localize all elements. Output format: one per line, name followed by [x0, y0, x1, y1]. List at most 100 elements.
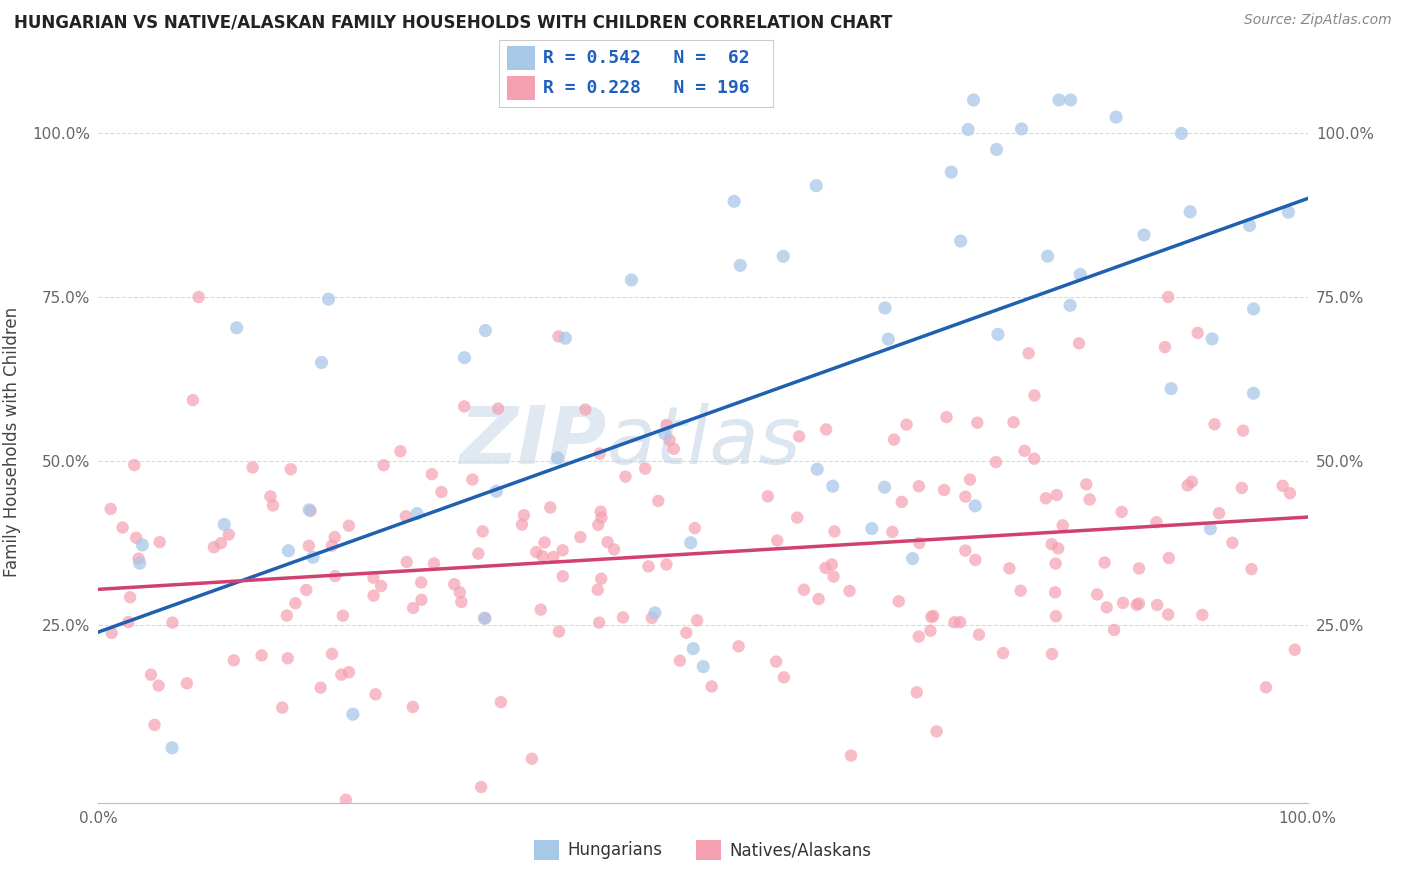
Point — [1067, 336, 1090, 351]
Point — [271, 700, 294, 714]
Point — [1243, 301, 1265, 316]
Point — [1024, 388, 1046, 402]
Point — [411, 575, 433, 590]
Point — [920, 610, 942, 624]
Point — [793, 582, 815, 597]
Point — [187, 290, 209, 304]
Point — [1160, 382, 1182, 396]
Point — [887, 594, 910, 608]
Point — [547, 450, 569, 465]
Point — [1271, 479, 1294, 493]
Point — [662, 442, 685, 456]
Point — [998, 561, 1021, 575]
Point — [1047, 541, 1070, 556]
Point — [955, 490, 977, 504]
Point — [450, 595, 472, 609]
Point — [218, 527, 240, 541]
Point — [533, 535, 555, 549]
Point — [765, 655, 787, 669]
Point — [679, 535, 702, 549]
Point — [959, 473, 981, 487]
Point — [941, 165, 963, 179]
Point — [1157, 607, 1180, 622]
Point — [1036, 249, 1059, 263]
Point — [311, 355, 333, 369]
Point — [547, 329, 569, 343]
Point — [603, 542, 626, 557]
Point — [423, 557, 446, 571]
Point — [1078, 492, 1101, 507]
Point — [838, 583, 860, 598]
Point — [295, 582, 318, 597]
Point — [905, 685, 928, 699]
Point — [318, 292, 340, 306]
Point — [806, 462, 828, 476]
Point — [654, 426, 676, 441]
Point — [1178, 204, 1201, 219]
Point — [489, 695, 512, 709]
Point — [225, 320, 247, 334]
Point — [370, 579, 392, 593]
Point — [1112, 596, 1135, 610]
Point — [962, 93, 984, 107]
Point — [411, 592, 433, 607]
Point — [1157, 551, 1180, 566]
Point — [548, 624, 571, 639]
Bar — [508, 46, 534, 70]
Point — [250, 648, 273, 663]
Point — [787, 429, 810, 443]
Bar — [508, 77, 534, 100]
Point — [160, 740, 183, 755]
Point — [1105, 110, 1128, 124]
Point — [723, 194, 745, 209]
Point — [364, 687, 387, 701]
Point — [586, 582, 609, 597]
Point — [1241, 386, 1264, 401]
Point — [986, 143, 1008, 157]
Point — [786, 510, 808, 524]
Point — [337, 518, 360, 533]
Point — [873, 301, 896, 315]
Point — [991, 646, 1014, 660]
Point — [125, 531, 148, 545]
Point — [1240, 562, 1263, 576]
Point — [342, 707, 364, 722]
Point — [330, 667, 353, 681]
Text: atlas: atlas — [606, 402, 801, 481]
Point — [654, 815, 676, 830]
Point — [176, 676, 198, 690]
Point — [1024, 451, 1046, 466]
Point — [520, 752, 543, 766]
Point — [1045, 557, 1067, 571]
Point — [222, 653, 245, 667]
Point — [443, 577, 465, 591]
Point — [882, 524, 904, 539]
Point — [637, 559, 659, 574]
Point — [131, 538, 153, 552]
Point — [1076, 477, 1098, 491]
Point — [363, 589, 385, 603]
Point — [117, 615, 139, 629]
Point — [242, 460, 264, 475]
Point — [957, 122, 980, 136]
Point — [877, 332, 900, 346]
Point — [922, 609, 945, 624]
Point — [474, 611, 496, 625]
Point — [1102, 623, 1125, 637]
Point — [1069, 268, 1091, 282]
Point — [591, 510, 613, 524]
Point — [299, 504, 322, 518]
Point — [541, 549, 564, 564]
Point — [890, 495, 912, 509]
Point — [209, 536, 232, 550]
Point — [1059, 93, 1081, 107]
Point — [530, 602, 553, 616]
Point — [596, 535, 619, 549]
Point — [276, 608, 298, 623]
Point — [1125, 598, 1147, 612]
Point — [323, 569, 346, 583]
Point — [569, 530, 592, 544]
Point — [669, 654, 692, 668]
Point — [1045, 609, 1067, 624]
Point — [683, 521, 706, 535]
